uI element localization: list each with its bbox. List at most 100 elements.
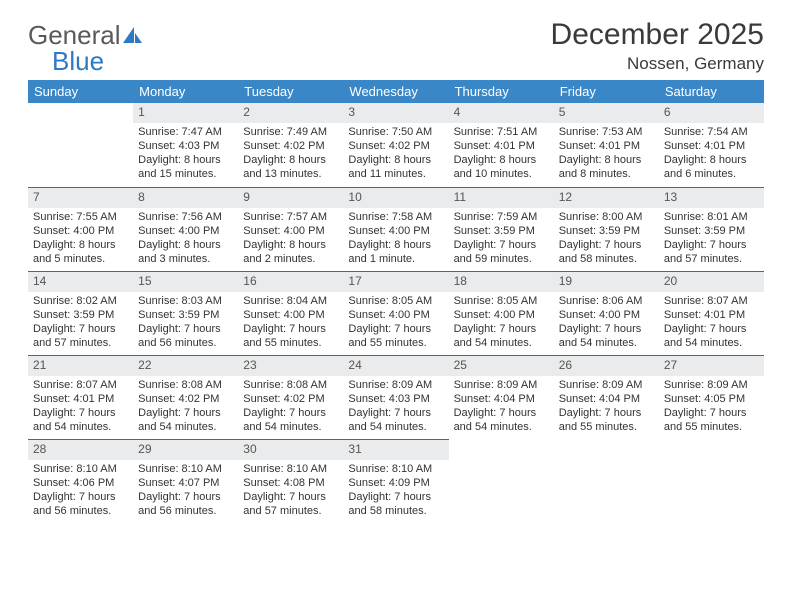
day-number: 1 xyxy=(133,103,238,123)
daylight-text: Daylight: 8 hours xyxy=(348,238,443,252)
day-details: Sunrise: 8:00 AMSunset: 3:59 PMDaylight:… xyxy=(554,208,659,271)
day-number: 2 xyxy=(238,103,343,123)
daylight-text: Daylight: 7 hours xyxy=(559,406,654,420)
sunset-text: Sunset: 4:00 PM xyxy=(138,224,233,238)
day-number: 31 xyxy=(343,439,448,460)
calendar-cell: 4Sunrise: 7:51 AMSunset: 4:01 PMDaylight… xyxy=(449,103,554,187)
sunset-text: Sunset: 4:08 PM xyxy=(243,476,338,490)
title-block: December 2025 Nossen, Germany xyxy=(551,18,764,74)
daylight-text: and 54 minutes. xyxy=(33,420,128,434)
daylight-text: and 55 minutes. xyxy=(243,336,338,350)
day-details: Sunrise: 8:05 AMSunset: 4:00 PMDaylight:… xyxy=(449,292,554,355)
sunset-text: Sunset: 3:59 PM xyxy=(33,308,128,322)
daylight-text: Daylight: 7 hours xyxy=(33,406,128,420)
day-details: Sunrise: 7:57 AMSunset: 4:00 PMDaylight:… xyxy=(238,208,343,271)
sunrise-text: Sunrise: 7:59 AM xyxy=(454,210,549,224)
sunrise-text: Sunrise: 7:56 AM xyxy=(138,210,233,224)
day-number: 17 xyxy=(343,271,448,292)
sunrise-text: Sunrise: 8:10 AM xyxy=(348,462,443,476)
day-details: Sunrise: 7:53 AMSunset: 4:01 PMDaylight:… xyxy=(554,123,659,186)
sunrise-text: Sunrise: 8:05 AM xyxy=(454,294,549,308)
daylight-text: Daylight: 8 hours xyxy=(243,238,338,252)
day-number: 6 xyxy=(659,103,764,123)
daylight-text: and 54 minutes. xyxy=(664,336,759,350)
calendar-cell: 16Sunrise: 8:04 AMSunset: 4:00 PMDayligh… xyxy=(238,271,343,355)
day-number: 16 xyxy=(238,271,343,292)
sunset-text: Sunset: 4:00 PM xyxy=(33,224,128,238)
sunset-text: Sunset: 4:04 PM xyxy=(559,392,654,406)
sunset-text: Sunset: 4:00 PM xyxy=(559,308,654,322)
daylight-text: Daylight: 8 hours xyxy=(454,153,549,167)
sunrise-text: Sunrise: 8:07 AM xyxy=(664,294,759,308)
sunrise-text: Sunrise: 7:49 AM xyxy=(243,125,338,139)
calendar-week-row: 14Sunrise: 8:02 AMSunset: 3:59 PMDayligh… xyxy=(28,271,764,355)
daylight-text: Daylight: 8 hours xyxy=(138,153,233,167)
daylight-text: Daylight: 8 hours xyxy=(664,153,759,167)
daylight-text: and 54 minutes. xyxy=(454,336,549,350)
logo-text-general: General xyxy=(28,22,121,48)
day-details: Sunrise: 8:08 AMSunset: 4:02 PMDaylight:… xyxy=(133,376,238,439)
calendar-cell xyxy=(554,439,659,523)
day-number: 24 xyxy=(343,355,448,376)
calendar-cell: 29Sunrise: 8:10 AMSunset: 4:07 PMDayligh… xyxy=(133,439,238,523)
sunset-text: Sunset: 4:02 PM xyxy=(138,392,233,406)
daylight-text: Daylight: 7 hours xyxy=(559,322,654,336)
sunrise-text: Sunrise: 8:10 AM xyxy=(33,462,128,476)
day-details: Sunrise: 8:10 AMSunset: 4:06 PMDaylight:… xyxy=(28,460,133,523)
header: General Blue December 2025 Nossen, Germa… xyxy=(28,18,764,74)
calendar-cell: 6Sunrise: 7:54 AMSunset: 4:01 PMDaylight… xyxy=(659,103,764,187)
daylight-text: Daylight: 8 hours xyxy=(33,238,128,252)
logo-sail-icon xyxy=(123,26,143,44)
sunrise-text: Sunrise: 7:54 AM xyxy=(664,125,759,139)
day-number: 29 xyxy=(133,439,238,460)
calendar-cell: 19Sunrise: 8:06 AMSunset: 4:00 PMDayligh… xyxy=(554,271,659,355)
daylight-text: and 54 minutes. xyxy=(138,420,233,434)
day-details: Sunrise: 8:01 AMSunset: 3:59 PMDaylight:… xyxy=(659,208,764,271)
sunrise-text: Sunrise: 8:10 AM xyxy=(243,462,338,476)
daylight-text: and 11 minutes. xyxy=(348,167,443,181)
weekday-header: Thursday xyxy=(449,80,554,103)
day-details: Sunrise: 7:55 AMSunset: 4:00 PMDaylight:… xyxy=(28,208,133,271)
sunset-text: Sunset: 3:59 PM xyxy=(559,224,654,238)
daylight-text: and 54 minutes. xyxy=(559,336,654,350)
daylight-text: and 58 minutes. xyxy=(559,252,654,266)
sunrise-text: Sunrise: 8:09 AM xyxy=(664,378,759,392)
daylight-text: and 5 minutes. xyxy=(33,252,128,266)
calendar-cell: 2Sunrise: 7:49 AMSunset: 4:02 PMDaylight… xyxy=(238,103,343,187)
day-details: Sunrise: 8:09 AMSunset: 4:04 PMDaylight:… xyxy=(554,376,659,439)
calendar-cell: 28Sunrise: 8:10 AMSunset: 4:06 PMDayligh… xyxy=(28,439,133,523)
daylight-text: and 10 minutes. xyxy=(454,167,549,181)
calendar-cell: 8Sunrise: 7:56 AMSunset: 4:00 PMDaylight… xyxy=(133,187,238,271)
day-number: 27 xyxy=(659,355,764,376)
calendar-cell: 1Sunrise: 7:47 AMSunset: 4:03 PMDaylight… xyxy=(133,103,238,187)
daylight-text: and 57 minutes. xyxy=(664,252,759,266)
daylight-text: and 56 minutes. xyxy=(138,504,233,518)
sunrise-text: Sunrise: 7:50 AM xyxy=(348,125,443,139)
day-number: 4 xyxy=(449,103,554,123)
weekday-header: Wednesday xyxy=(343,80,448,103)
calendar-cell: 7Sunrise: 7:55 AMSunset: 4:00 PMDaylight… xyxy=(28,187,133,271)
sunset-text: Sunset: 4:05 PM xyxy=(664,392,759,406)
daylight-text: and 55 minutes. xyxy=(664,420,759,434)
calendar-cell: 14Sunrise: 8:02 AMSunset: 3:59 PMDayligh… xyxy=(28,271,133,355)
daylight-text: Daylight: 7 hours xyxy=(138,490,233,504)
calendar-cell: 12Sunrise: 8:00 AMSunset: 3:59 PMDayligh… xyxy=(554,187,659,271)
day-number: 23 xyxy=(238,355,343,376)
daylight-text: and 8 minutes. xyxy=(559,167,654,181)
calendar-week-row: 1Sunrise: 7:47 AMSunset: 4:03 PMDaylight… xyxy=(28,103,764,187)
weekday-header: Monday xyxy=(133,80,238,103)
day-details: Sunrise: 7:59 AMSunset: 3:59 PMDaylight:… xyxy=(449,208,554,271)
sunrise-text: Sunrise: 7:55 AM xyxy=(33,210,128,224)
sunset-text: Sunset: 3:59 PM xyxy=(138,308,233,322)
calendar-cell xyxy=(659,439,764,523)
day-number: 9 xyxy=(238,187,343,208)
calendar-week-row: 21Sunrise: 8:07 AMSunset: 4:01 PMDayligh… xyxy=(28,355,764,439)
daylight-text: Daylight: 7 hours xyxy=(243,406,338,420)
day-details: Sunrise: 8:07 AMSunset: 4:01 PMDaylight:… xyxy=(28,376,133,439)
sunrise-text: Sunrise: 8:06 AM xyxy=(559,294,654,308)
sunrise-text: Sunrise: 8:01 AM xyxy=(664,210,759,224)
daylight-text: and 3 minutes. xyxy=(138,252,233,266)
daylight-text: Daylight: 7 hours xyxy=(454,238,549,252)
daylight-text: and 55 minutes. xyxy=(559,420,654,434)
day-details: Sunrise: 8:10 AMSunset: 4:07 PMDaylight:… xyxy=(133,460,238,523)
